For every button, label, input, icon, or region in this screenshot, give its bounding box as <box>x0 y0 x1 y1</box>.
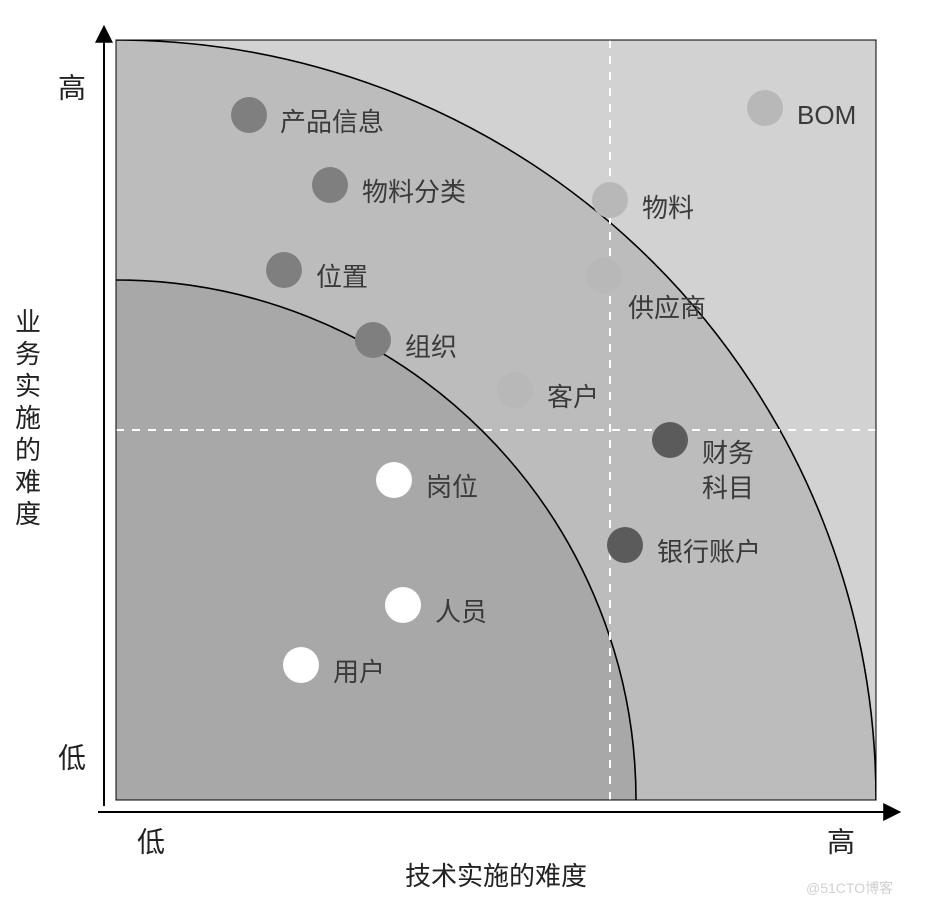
data-point <box>283 647 319 683</box>
data-point-label: 供应商 <box>628 293 706 323</box>
quadrant-chart: 产品信息物料分类位置组织物料供应商客户BOM财务科目银行账户岗位人员用户高低低高… <box>0 0 940 902</box>
data-point-label: 物料 <box>642 193 694 223</box>
y-low-label: 低 <box>58 742 86 773</box>
x-high-label: 高 <box>827 826 855 857</box>
y-axis-label: 度 <box>15 499 41 529</box>
data-point <box>355 322 391 358</box>
data-point-label: 科目 <box>702 473 754 503</box>
chart-container: 产品信息物料分类位置组织物料供应商客户BOM财务科目银行账户岗位人员用户高低低高… <box>0 0 940 902</box>
data-point <box>607 527 643 563</box>
y-axis-label: 施 <box>15 403 41 433</box>
data-point-label: 组织 <box>405 332 457 362</box>
y-axis-label: 的 <box>15 435 41 465</box>
y-axis-label: 实 <box>15 371 41 401</box>
data-point <box>231 97 267 133</box>
x-axis-label: 技术实施的难度 <box>405 861 587 891</box>
y-axis-label: 难 <box>15 467 41 497</box>
data-point <box>652 422 688 458</box>
data-point <box>266 252 302 288</box>
data-point <box>592 182 628 218</box>
data-point <box>312 167 348 203</box>
watermark: @51CTO博客 <box>806 878 893 898</box>
data-point-label: 银行账户 <box>657 537 761 567</box>
data-point-label: 财务 <box>702 438 754 468</box>
data-point <box>747 90 783 126</box>
data-point-label: 物料分类 <box>362 177 466 207</box>
data-point <box>376 462 412 498</box>
data-point-label: 人员 <box>435 597 487 627</box>
data-point-label: BOM <box>797 100 856 130</box>
data-point <box>497 372 533 408</box>
data-point-label: 用户 <box>333 657 385 687</box>
y-axis-label: 务 <box>15 339 41 369</box>
data-point-label: 位置 <box>316 262 368 292</box>
data-point-label: 产品信息 <box>280 107 384 137</box>
data-point-label: 岗位 <box>426 472 478 502</box>
x-low-label: 低 <box>137 826 165 857</box>
y-high-label: 高 <box>58 72 86 103</box>
data-point <box>586 257 622 293</box>
y-axis-label: 业 <box>15 307 41 337</box>
data-point <box>385 587 421 623</box>
data-point-label: 客户 <box>547 382 599 412</box>
